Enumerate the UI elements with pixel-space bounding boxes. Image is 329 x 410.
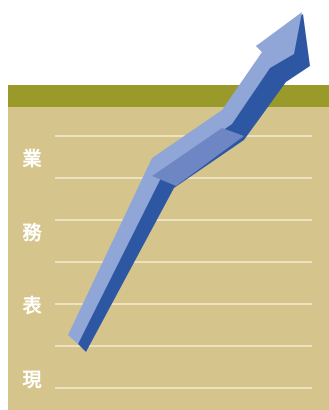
arrow-shadow-icon xyxy=(78,14,310,352)
title-char: 表 xyxy=(22,295,42,318)
title-char: 現 xyxy=(22,368,42,391)
guide-lines xyxy=(55,135,312,389)
vertical-title: 業 務 表 現 xyxy=(18,150,46,390)
arrow-mid-icon xyxy=(152,128,244,186)
arrow-top-icon xyxy=(68,12,302,344)
title-char: 務 xyxy=(22,221,42,244)
title-char: 業 xyxy=(22,148,42,170)
